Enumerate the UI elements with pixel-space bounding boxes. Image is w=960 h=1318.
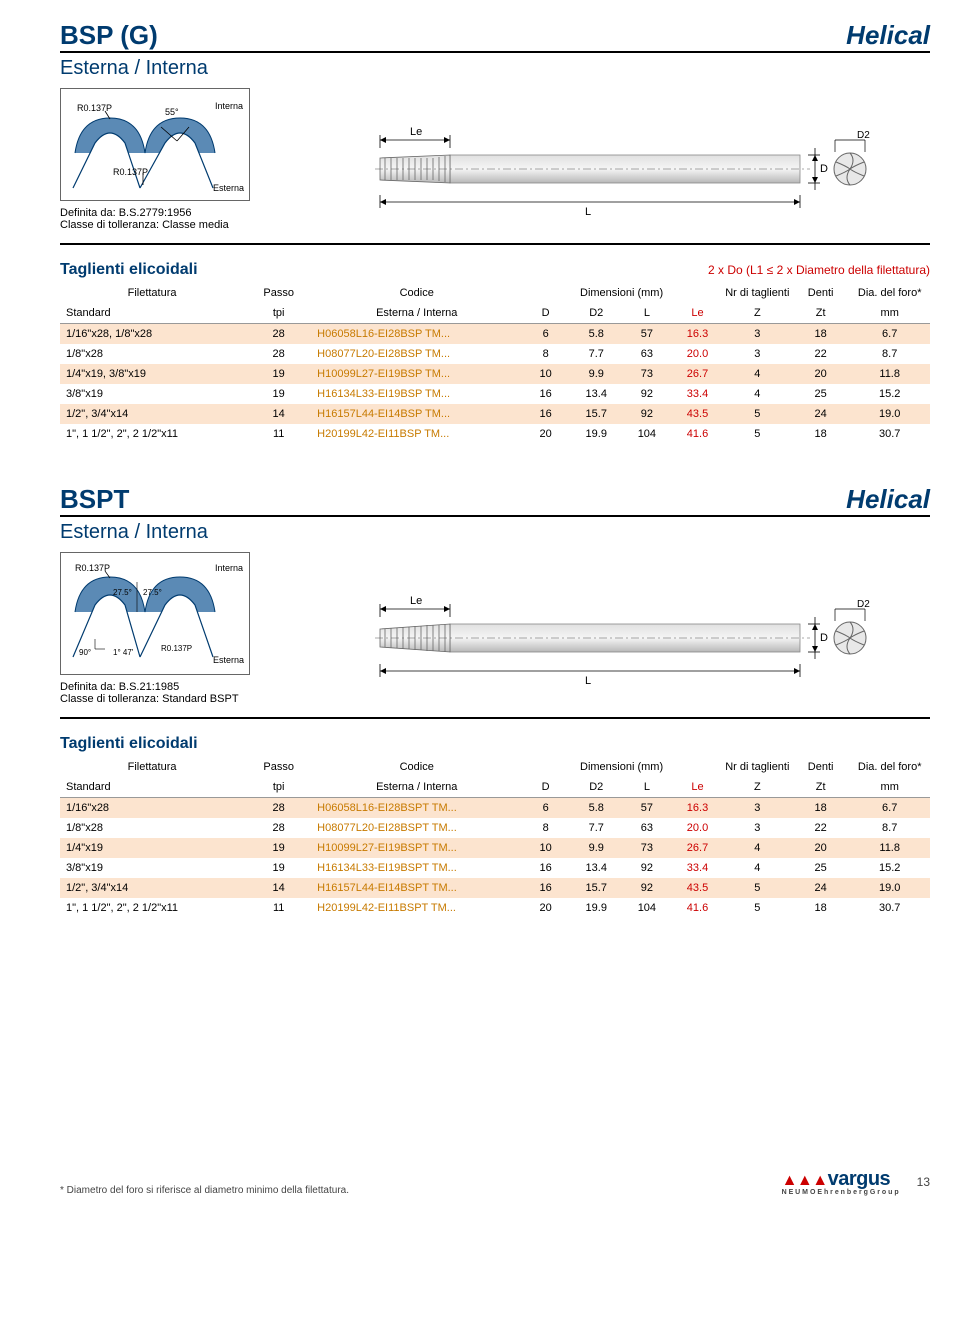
le-label-1: Le bbox=[410, 126, 422, 138]
brand-triangles-icon: ▲▲▲ bbox=[782, 1172, 828, 1189]
hdr-passo: Passo bbox=[244, 757, 313, 777]
taglienti-title-2: Taglienti elicoidali bbox=[60, 735, 198, 753]
table-row: 1/2", 3/4"x1414H16157L44-EI14BSP TM...16… bbox=[60, 404, 930, 424]
section2-subtitle: Esterna / Interna bbox=[60, 521, 930, 544]
hdr-nrdi: Nr di taglienti bbox=[723, 757, 792, 777]
esterna-label: Esterna bbox=[213, 183, 244, 193]
footnote: * Diametro del foro si riferisce al diam… bbox=[60, 1185, 349, 1196]
table-row: 1", 1 1/2", 2", 2 1/2"x1111H20199L42-EI1… bbox=[60, 898, 930, 918]
hdr-codice: Codice bbox=[313, 283, 520, 303]
section2-title-left: BSPT bbox=[60, 484, 129, 515]
hdr-denti: Denti bbox=[792, 283, 850, 303]
hdr-nrdi: Nr di taglienti bbox=[723, 283, 792, 303]
brand-logo: ▲▲▲vargus N E U M O E h r e n b e r g G … bbox=[782, 1168, 899, 1196]
hdr-denti: Denti bbox=[792, 757, 850, 777]
taglienti-title-1: Taglienti elicoidali bbox=[60, 261, 198, 279]
table-row: 3/8"x1919H16134L33-EI19BSP TM...1613.492… bbox=[60, 384, 930, 404]
svg-text:27.5°: 27.5° bbox=[113, 588, 132, 597]
section1-subtitle: Esterna / Interna bbox=[60, 57, 930, 80]
page-number: 13 bbox=[917, 1175, 930, 1189]
table-bspt: Filettatura Passo Codice Dimensioni (mm)… bbox=[60, 757, 930, 918]
tool-diagram-bspt: Le L D D2 bbox=[270, 552, 930, 705]
r-top-label: R0.137P bbox=[77, 103, 112, 113]
hdr-standard: Standard bbox=[60, 777, 244, 798]
thread-profile-diagram-bsp: R0.137P 55° Interna R0.137P Esterna bbox=[60, 88, 250, 201]
hdr-L: L bbox=[622, 303, 673, 324]
svg-text:Interna: Interna bbox=[215, 563, 243, 573]
hdr-D: D bbox=[520, 303, 571, 324]
table-row: 1/8"x2828H08077L20-EI28BSP TM...87.76320… bbox=[60, 344, 930, 364]
hdr-Zt: Zt bbox=[792, 303, 850, 324]
classe-bsp: Classe di tolleranza: Classe media bbox=[60, 219, 250, 231]
svg-text:27.5°: 27.5° bbox=[143, 588, 162, 597]
hdr-ie: Esterna / Interna bbox=[313, 777, 520, 798]
table-row: 3/8"x1919H16134L33-EI19BSPT TM...1613.49… bbox=[60, 858, 930, 878]
hdr-Zt: Zt bbox=[792, 777, 850, 798]
hdr-filettatura: Filettatura bbox=[60, 757, 244, 777]
formula-note-1: 2 x Do (L1 ≤ 2 x Diametro della filettat… bbox=[708, 263, 930, 277]
brand-sub: N E U M O E h r e n b e r g G r o u p bbox=[782, 1189, 899, 1196]
table-row: 1/8"x2828H08077L20-EI28BSPT TM...87.7632… bbox=[60, 818, 930, 838]
hdr-Le: Le bbox=[672, 303, 723, 324]
table-row: 1/16"x2828H06058L16-EI28BSPT TM...65.857… bbox=[60, 798, 930, 819]
hdr-tpi: tpi bbox=[244, 303, 313, 324]
hdr-filettatura: Filettatura bbox=[60, 283, 244, 303]
hdr-L: L bbox=[622, 777, 673, 798]
hdr-dia: Dia. del foro* bbox=[849, 283, 930, 303]
svg-text:90°: 90° bbox=[79, 648, 91, 657]
d2-label-1: D2 bbox=[857, 130, 870, 141]
interna-label: Interna bbox=[215, 101, 243, 111]
hdr-Z: Z bbox=[723, 777, 792, 798]
svg-text:1° 47': 1° 47' bbox=[113, 648, 134, 657]
svg-text:R0.137P: R0.137P bbox=[75, 563, 110, 573]
section1-title-left: BSP (G) bbox=[60, 20, 158, 51]
table-row: 1/4"x19, 3/8"x1919H10099L27-EI19BSP TM..… bbox=[60, 364, 930, 384]
table-row: 1", 1 1/2", 2", 2 1/2"x1111H20199L42-EI1… bbox=[60, 424, 930, 444]
table-bsp: Filettatura Passo Codice Dimensioni (mm)… bbox=[60, 283, 930, 444]
svg-text:Le: Le bbox=[410, 595, 422, 607]
classe-bspt: Classe di tolleranza: Standard BSPT bbox=[60, 693, 250, 705]
hdr-dimensioni: Dimensioni (mm) bbox=[520, 757, 723, 777]
d-label-1: D bbox=[820, 163, 828, 175]
svg-text:D: D bbox=[820, 632, 828, 644]
hdr-Z: Z bbox=[723, 303, 792, 324]
hdr-D2: D2 bbox=[571, 777, 622, 798]
hdr-codice: Codice bbox=[313, 757, 520, 777]
hdr-D: D bbox=[520, 777, 571, 798]
definita-bsp: Definita da: B.S.2779:1956 bbox=[60, 207, 250, 219]
hdr-ie: Esterna / Interna bbox=[313, 303, 520, 324]
svg-text:L: L bbox=[585, 675, 591, 687]
tool-diagram-bsp: Le L D D2 bbox=[270, 88, 930, 231]
svg-text:D2: D2 bbox=[857, 599, 870, 610]
hdr-standard: Standard bbox=[60, 303, 244, 324]
table-row: 1/4"x1919H10099L27-EI19BSPT TM...109.973… bbox=[60, 838, 930, 858]
hdr-mm: mm bbox=[849, 303, 930, 324]
svg-text:R0.137P: R0.137P bbox=[161, 644, 192, 653]
hdr-dimensioni: Dimensioni (mm) bbox=[520, 283, 723, 303]
table-row: 1/16"x28, 1/8"x2828H06058L16-EI28BSP TM.… bbox=[60, 324, 930, 345]
section1-title-right: Helical bbox=[846, 20, 930, 51]
hdr-Le: Le bbox=[672, 777, 723, 798]
section2-title-right: Helical bbox=[846, 484, 930, 515]
angle-label: 55° bbox=[165, 107, 179, 117]
hdr-passo: Passo bbox=[244, 283, 313, 303]
svg-text:Esterna: Esterna bbox=[213, 655, 244, 665]
table-row: 1/2", 3/4"x1414H16157L44-EI14BSPT TM...1… bbox=[60, 878, 930, 898]
definita-bspt: Definita da: B.S.21:1985 bbox=[60, 681, 250, 693]
l-label-1: L bbox=[585, 206, 591, 218]
hdr-D2: D2 bbox=[571, 303, 622, 324]
hdr-dia: Dia. del foro* bbox=[849, 757, 930, 777]
hdr-tpi: tpi bbox=[244, 777, 313, 798]
hdr-mm: mm bbox=[849, 777, 930, 798]
thread-profile-diagram-bspt: R0.137P 27.5° 27.5° Interna 90° 1° 47' R… bbox=[60, 552, 250, 675]
